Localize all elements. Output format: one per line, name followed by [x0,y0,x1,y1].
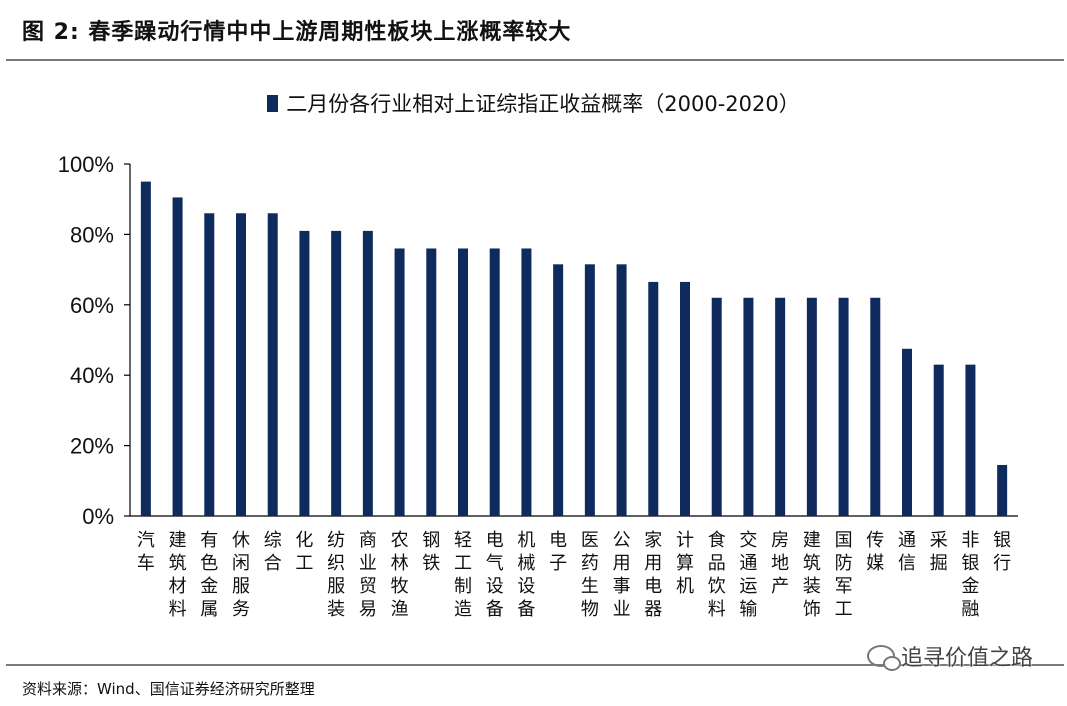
bar [965,364,976,516]
x-category-label: 钢铁 [422,530,440,574]
bar [933,364,944,516]
y-tick-label: 60% [70,293,114,318]
bar [743,297,754,516]
bar [299,230,310,516]
legend-swatch [267,95,279,112]
bar [616,264,627,516]
x-category-label: 医药生物 [581,530,599,620]
top-divider [6,59,1064,61]
bar [362,230,373,516]
source-note: 资料来源：Wind、国信证券经济研究所整理 [22,680,315,698]
y-tick-label: 0% [82,504,114,529]
x-category-label: 房地产 [771,530,789,597]
x-category-label: 家用电器 [644,530,662,620]
bar [140,181,151,516]
bar [172,197,183,516]
bottom-divider [6,664,1064,666]
x-category-label: 农林牧渔 [391,530,409,620]
bar [236,213,246,516]
bar [331,230,342,516]
bar [584,264,595,516]
x-category-label: 国防军工 [835,530,853,620]
y-tick-label: 80% [70,222,114,247]
figure-title: 图 2: 春季躁动行情中中上游周期性板块上涨概率较大 [22,20,572,45]
bar [489,248,500,517]
x-category-label: 化工 [295,530,313,574]
watermark: 追寻价值之路 [866,640,1033,672]
x-category-label: 建筑装饰 [803,530,821,620]
x-category-label: 食品饮料 [708,530,726,620]
y-tick-label: 40% [70,363,114,388]
x-category-label: 轻工制造 [454,530,472,620]
bar [521,248,532,517]
x-category-label: 电气设备 [486,530,504,620]
x-category-label: 传媒 [866,530,884,574]
x-category-label: 计算机 [676,530,694,597]
x-category-label: 休闲服务 [232,530,250,620]
bar [806,297,817,516]
x-category-label: 纺织服装 [327,530,345,620]
y-tick-label: 100% [58,152,114,177]
x-category-label: 通信 [898,530,916,574]
figure-header: 图 2: 春季躁动行情中中上游周期性板块上涨概率较大 [0,0,1067,60]
x-category-label: 商业贸易 [359,530,377,620]
bar [553,264,564,516]
x-category-label: 建筑材料 [169,530,187,620]
watermark-text: 追寻价值之路 [900,646,1033,671]
bar [680,281,690,516]
x-category-label: 银行 [993,530,1011,574]
x-category-label: 综合 [264,530,282,574]
x-category-label: 交通运输 [739,530,757,620]
x-category-label: 采掘 [930,530,948,574]
x-category-label: 公用事业 [613,530,631,620]
x-category-label: 汽车 [137,530,155,574]
bar [204,213,215,516]
bar [458,248,468,517]
bar [775,297,786,516]
bar [838,297,849,516]
y-tick-label: 20% [70,434,114,459]
bar [902,348,912,516]
chart-legend: 二月份各行业相对上证综指正收益概率（2000-2020） [0,88,1067,118]
bar [648,281,659,516]
bar [426,248,437,517]
bar-chart: 0% 20% 40% 60% 80% 100% 汽车建筑材料有色金属休闲服务综合化工纺织服装… [58,152,1018,620]
bar [870,297,881,516]
x-category-label: 有色金属 [200,530,218,620]
legend-label: 二月份各行业相对上证综指正收益概率（2000-2020） [286,92,800,116]
bar [711,297,722,516]
wechat-icon [866,645,901,671]
x-category-label: 电子 [549,530,567,574]
x-category-label: 非银金融 [961,530,979,620]
x-category-label: 机械设备 [517,530,535,620]
bar [267,213,278,516]
bar [997,464,1008,516]
bar [394,248,405,517]
